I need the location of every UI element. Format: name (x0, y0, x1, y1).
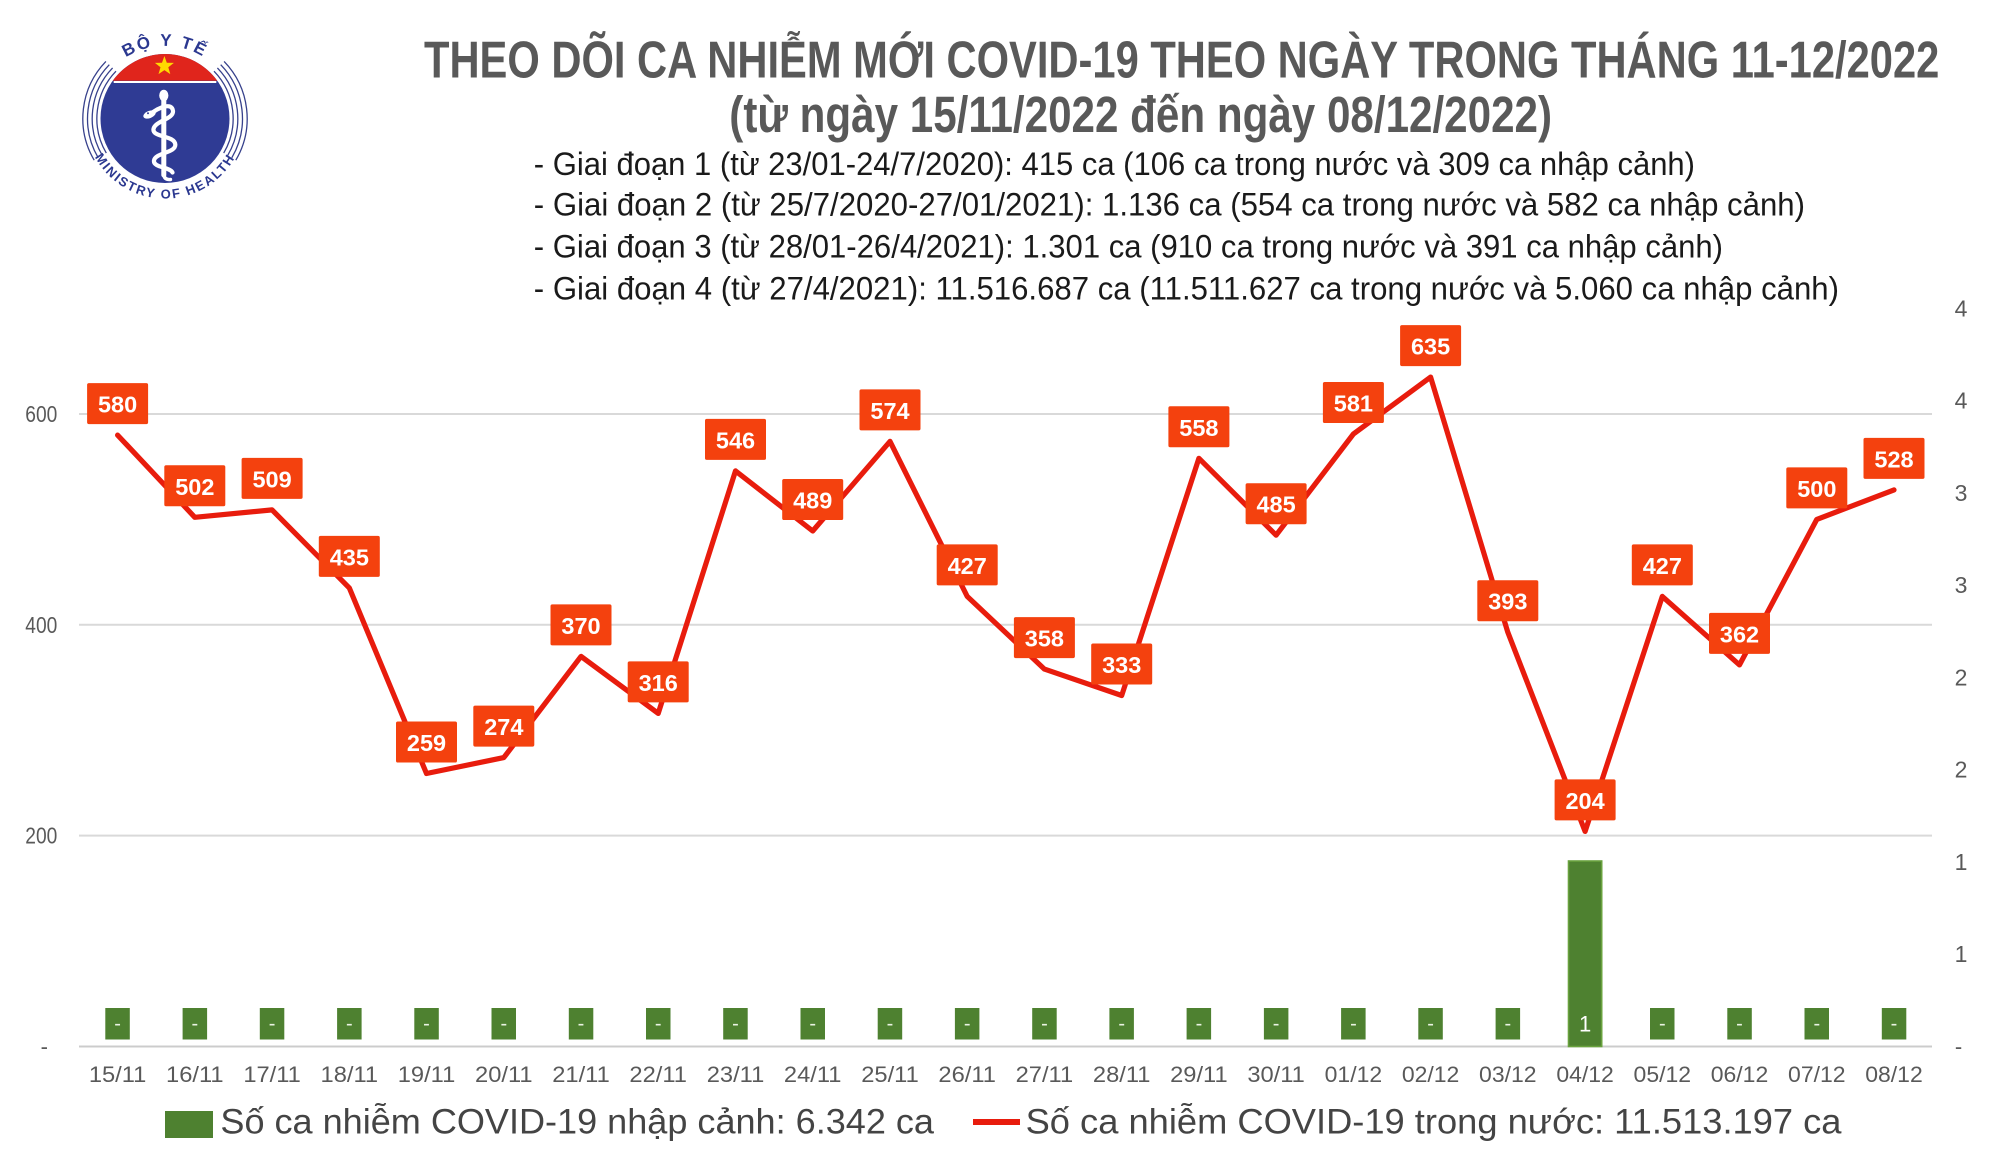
svg-text:(từ ngày 15/11/2022 đến ngày 0: (từ ngày 15/11/2022 đến ngày 08/12/2022) (729, 86, 1552, 143)
svg-text:Số ca nhiễm COVID-19 nhập cảnh: Số ca nhiễm COVID-19 nhập cảnh: 6.342 ca (220, 1103, 934, 1142)
svg-text:26/11: 26/11 (938, 1062, 996, 1087)
svg-text:1: 1 (1955, 849, 1968, 875)
svg-text:- Giai đoạn 1 (từ 23/01-24/7/2: - Giai đoạn 1 (từ 23/01-24/7/2020): 415 … (534, 146, 1695, 182)
svg-text:- Giai đoạn 4 (từ 27/4/2021):: - Giai đoạn 4 (từ 27/4/2021): 11.516.687… (534, 271, 1839, 307)
svg-text:04/12: 04/12 (1556, 1062, 1614, 1087)
svg-text:1: 1 (1955, 941, 1968, 967)
svg-text:- Giai đoạn 3 (từ 28/01-26/4/2: - Giai đoạn 3 (từ 28/01-26/4/2021): 1.30… (534, 229, 1723, 265)
svg-text:-: - (269, 1013, 276, 1035)
svg-text:-: - (1041, 1013, 1048, 1035)
svg-text:4: 4 (1955, 295, 1968, 321)
svg-text:489: 489 (793, 488, 832, 514)
svg-text:635: 635 (1411, 334, 1450, 360)
svg-text:19/11: 19/11 (398, 1062, 456, 1087)
svg-text:485: 485 (1256, 492, 1295, 518)
svg-text:18/11: 18/11 (321, 1062, 379, 1087)
svg-text:06/12: 06/12 (1711, 1062, 1769, 1087)
svg-text:17/11: 17/11 (243, 1062, 301, 1087)
svg-text:-: - (500, 1013, 507, 1035)
svg-text:600: 600 (25, 401, 57, 427)
svg-text:20/11: 20/11 (475, 1062, 533, 1087)
svg-text:27/11: 27/11 (1016, 1062, 1074, 1087)
svg-text:358: 358 (1025, 626, 1064, 652)
svg-text:370: 370 (561, 613, 600, 639)
svg-text:2: 2 (1955, 664, 1968, 690)
svg-text:574: 574 (870, 398, 909, 424)
svg-text:-: - (964, 1013, 971, 1035)
svg-text:23/11: 23/11 (707, 1062, 765, 1087)
svg-text:21/11: 21/11 (552, 1062, 610, 1087)
svg-text:16/11: 16/11 (166, 1062, 224, 1087)
svg-text:22/11: 22/11 (629, 1062, 687, 1087)
svg-text:259: 259 (407, 730, 446, 756)
svg-text:581: 581 (1334, 391, 1373, 417)
svg-text:-: - (423, 1013, 430, 1035)
svg-text:-: - (1427, 1013, 1434, 1035)
svg-text:427: 427 (1643, 553, 1682, 579)
svg-text:1: 1 (1579, 1012, 1591, 1037)
svg-text:509: 509 (252, 466, 291, 492)
svg-text:427: 427 (948, 553, 987, 579)
svg-text:580: 580 (98, 392, 137, 418)
svg-text:-: - (1736, 1013, 1743, 1035)
svg-text:-: - (1118, 1013, 1125, 1035)
svg-text:4: 4 (1955, 388, 1968, 414)
svg-text:-: - (1813, 1013, 1820, 1035)
svg-text:Số ca nhiễm COVID-19 trong nướ: Số ca nhiễm COVID-19 trong nước: 11.513.… (1026, 1103, 1842, 1142)
svg-text:393: 393 (1488, 589, 1527, 615)
svg-text:24/11: 24/11 (784, 1062, 842, 1087)
svg-text:-: - (1659, 1013, 1666, 1035)
svg-text:-: - (887, 1013, 894, 1035)
svg-text:-: - (1196, 1013, 1203, 1035)
svg-text:204: 204 (1565, 788, 1604, 814)
svg-text:502: 502 (175, 474, 214, 500)
svg-text:333: 333 (1102, 652, 1141, 678)
svg-text:-: - (41, 1034, 48, 1059)
svg-text:02/12: 02/12 (1402, 1062, 1460, 1087)
svg-text:01/12: 01/12 (1325, 1062, 1383, 1087)
svg-text:-: - (1350, 1013, 1357, 1035)
svg-text:07/12: 07/12 (1788, 1062, 1846, 1087)
svg-text:-: - (191, 1013, 198, 1035)
svg-text:08/12: 08/12 (1865, 1062, 1923, 1087)
svg-text:-: - (1504, 1013, 1511, 1035)
svg-text:15/11: 15/11 (89, 1062, 147, 1087)
svg-text:30/11: 30/11 (1247, 1062, 1305, 1087)
svg-text:500: 500 (1797, 476, 1836, 502)
svg-text:25/11: 25/11 (861, 1062, 919, 1087)
svg-text:200: 200 (25, 823, 57, 849)
svg-text:274: 274 (484, 714, 523, 740)
svg-text:435: 435 (330, 544, 369, 570)
svg-text:-: - (809, 1013, 816, 1035)
svg-text:400: 400 (25, 612, 57, 638)
svg-text:- Giai đoạn 2 (từ 25/7/2020-27: - Giai đoạn 2 (từ 25/7/2020-27/01/2021):… (534, 187, 1805, 223)
svg-text:546: 546 (716, 427, 755, 453)
svg-text:3: 3 (1955, 572, 1968, 598)
svg-text:29/11: 29/11 (1170, 1062, 1228, 1087)
svg-text:-: - (1955, 1034, 1962, 1059)
svg-text:3: 3 (1955, 480, 1968, 506)
svg-text:-: - (346, 1013, 353, 1035)
svg-text:362: 362 (1720, 621, 1759, 647)
svg-text:2: 2 (1955, 757, 1968, 783)
svg-text:-: - (1273, 1013, 1280, 1035)
svg-text:558: 558 (1179, 415, 1218, 441)
svg-text:-: - (655, 1013, 662, 1035)
svg-text:-: - (114, 1013, 121, 1035)
svg-text:-: - (732, 1013, 739, 1035)
svg-text:THEO DÕI CA NHIỄM MỚI COVID-19: THEO DÕI CA NHIỄM MỚI COVID-19 THEO NGÀY… (424, 30, 1939, 88)
svg-text:28/11: 28/11 (1093, 1062, 1151, 1087)
svg-text:05/12: 05/12 (1634, 1062, 1692, 1087)
svg-text:528: 528 (1874, 446, 1913, 472)
svg-text:03/12: 03/12 (1479, 1062, 1537, 1087)
svg-text:-: - (1891, 1013, 1898, 1035)
svg-text:316: 316 (639, 670, 678, 696)
svg-text:-: - (578, 1013, 585, 1035)
